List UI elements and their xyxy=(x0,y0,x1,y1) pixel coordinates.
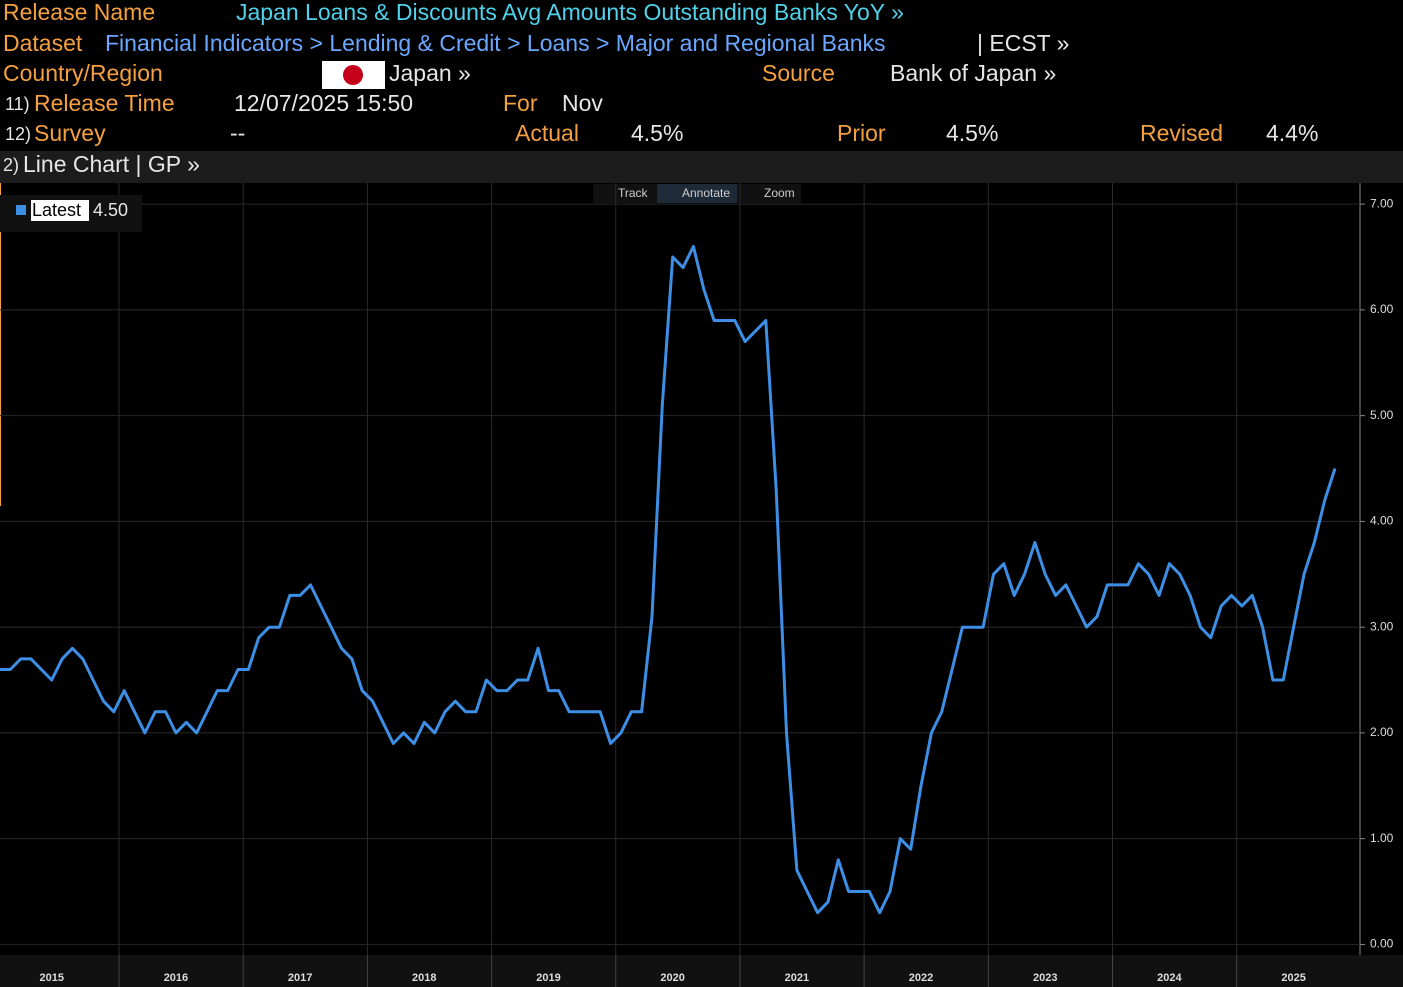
x-tick-label: 2023 xyxy=(1033,972,1057,984)
for-label: For xyxy=(503,90,538,116)
x-axis-band xyxy=(0,955,1403,987)
flag-disc xyxy=(343,65,363,85)
dataset-path[interactable]: Financial Indicators > Lending & Credit … xyxy=(105,30,886,56)
y-tick-label: 3.00 xyxy=(1370,619,1394,633)
menu-number: 12) xyxy=(5,124,31,144)
legend-value: 4.50 xyxy=(93,200,128,220)
x-tick-label: 2021 xyxy=(785,972,809,984)
release-name[interactable]: Japan Loans & Discounts Avg Amounts Outs… xyxy=(236,0,904,25)
survey-label: Survey xyxy=(34,120,106,146)
tool-track[interactable]: Track xyxy=(618,186,649,200)
menu-number: 2) xyxy=(3,155,19,175)
series-line xyxy=(0,245,1337,915)
chart-bar-title[interactable]: Line Chart | GP » xyxy=(23,151,200,177)
release-name-label: Release Name xyxy=(3,0,155,25)
plot xyxy=(0,245,1337,915)
source-label: Source xyxy=(762,60,835,86)
release-time: 12/07/2025 15:50 xyxy=(234,90,413,116)
country-label: Country/Region xyxy=(3,60,163,86)
menu-number: 11) xyxy=(5,94,30,114)
x-tick-label: 2022 xyxy=(909,972,933,984)
dataset-suffix[interactable]: | ECST » xyxy=(977,30,1069,56)
x-tick-label: 2019 xyxy=(536,972,560,984)
chart-bar xyxy=(0,151,1403,183)
legend-highlight xyxy=(31,200,89,221)
prior-label: Prior xyxy=(837,120,886,146)
for: Nov xyxy=(562,90,603,116)
y-tick-label: 2.00 xyxy=(1370,725,1394,739)
tool-zoom[interactable]: Zoom xyxy=(764,186,795,200)
legend-name: Latest xyxy=(32,200,81,220)
release-time-label: Release Time xyxy=(34,90,175,116)
x-tick-label: 2016 xyxy=(164,972,188,984)
y-tick-label: 6.00 xyxy=(1370,302,1394,316)
tool-annotate[interactable]: Annotate xyxy=(682,186,730,200)
country[interactable]: Japan » xyxy=(389,60,471,86)
x-tick-label: 2015 xyxy=(40,972,64,984)
survey: -- xyxy=(230,120,245,146)
toolbar-active xyxy=(657,184,737,203)
dataset-label: Dataset xyxy=(3,30,83,56)
y-tick-label: 4.00 xyxy=(1370,514,1394,528)
x-tick-label: 2017 xyxy=(288,972,312,984)
y-tick-label: 1.00 xyxy=(1370,831,1394,845)
x-tick-label: 2024 xyxy=(1157,972,1182,984)
grid xyxy=(0,183,1365,987)
legend-swatch xyxy=(16,205,26,215)
actual: 4.5% xyxy=(631,120,683,146)
x-tick-label: 2018 xyxy=(412,972,436,984)
actual-label: Actual xyxy=(515,120,579,146)
y-tick-label: 0.00 xyxy=(1370,937,1394,951)
revised-label: Revised xyxy=(1140,120,1223,146)
prior: 4.5% xyxy=(946,120,998,146)
y-tick-label: 5.00 xyxy=(1370,408,1394,422)
source[interactable]: Bank of Japan » xyxy=(890,60,1056,86)
y-tick-label: 7.00 xyxy=(1370,196,1394,210)
x-tick-label: 2020 xyxy=(660,972,684,984)
x-tick-label: 2025 xyxy=(1281,972,1305,984)
revised: 4.4% xyxy=(1266,120,1318,146)
